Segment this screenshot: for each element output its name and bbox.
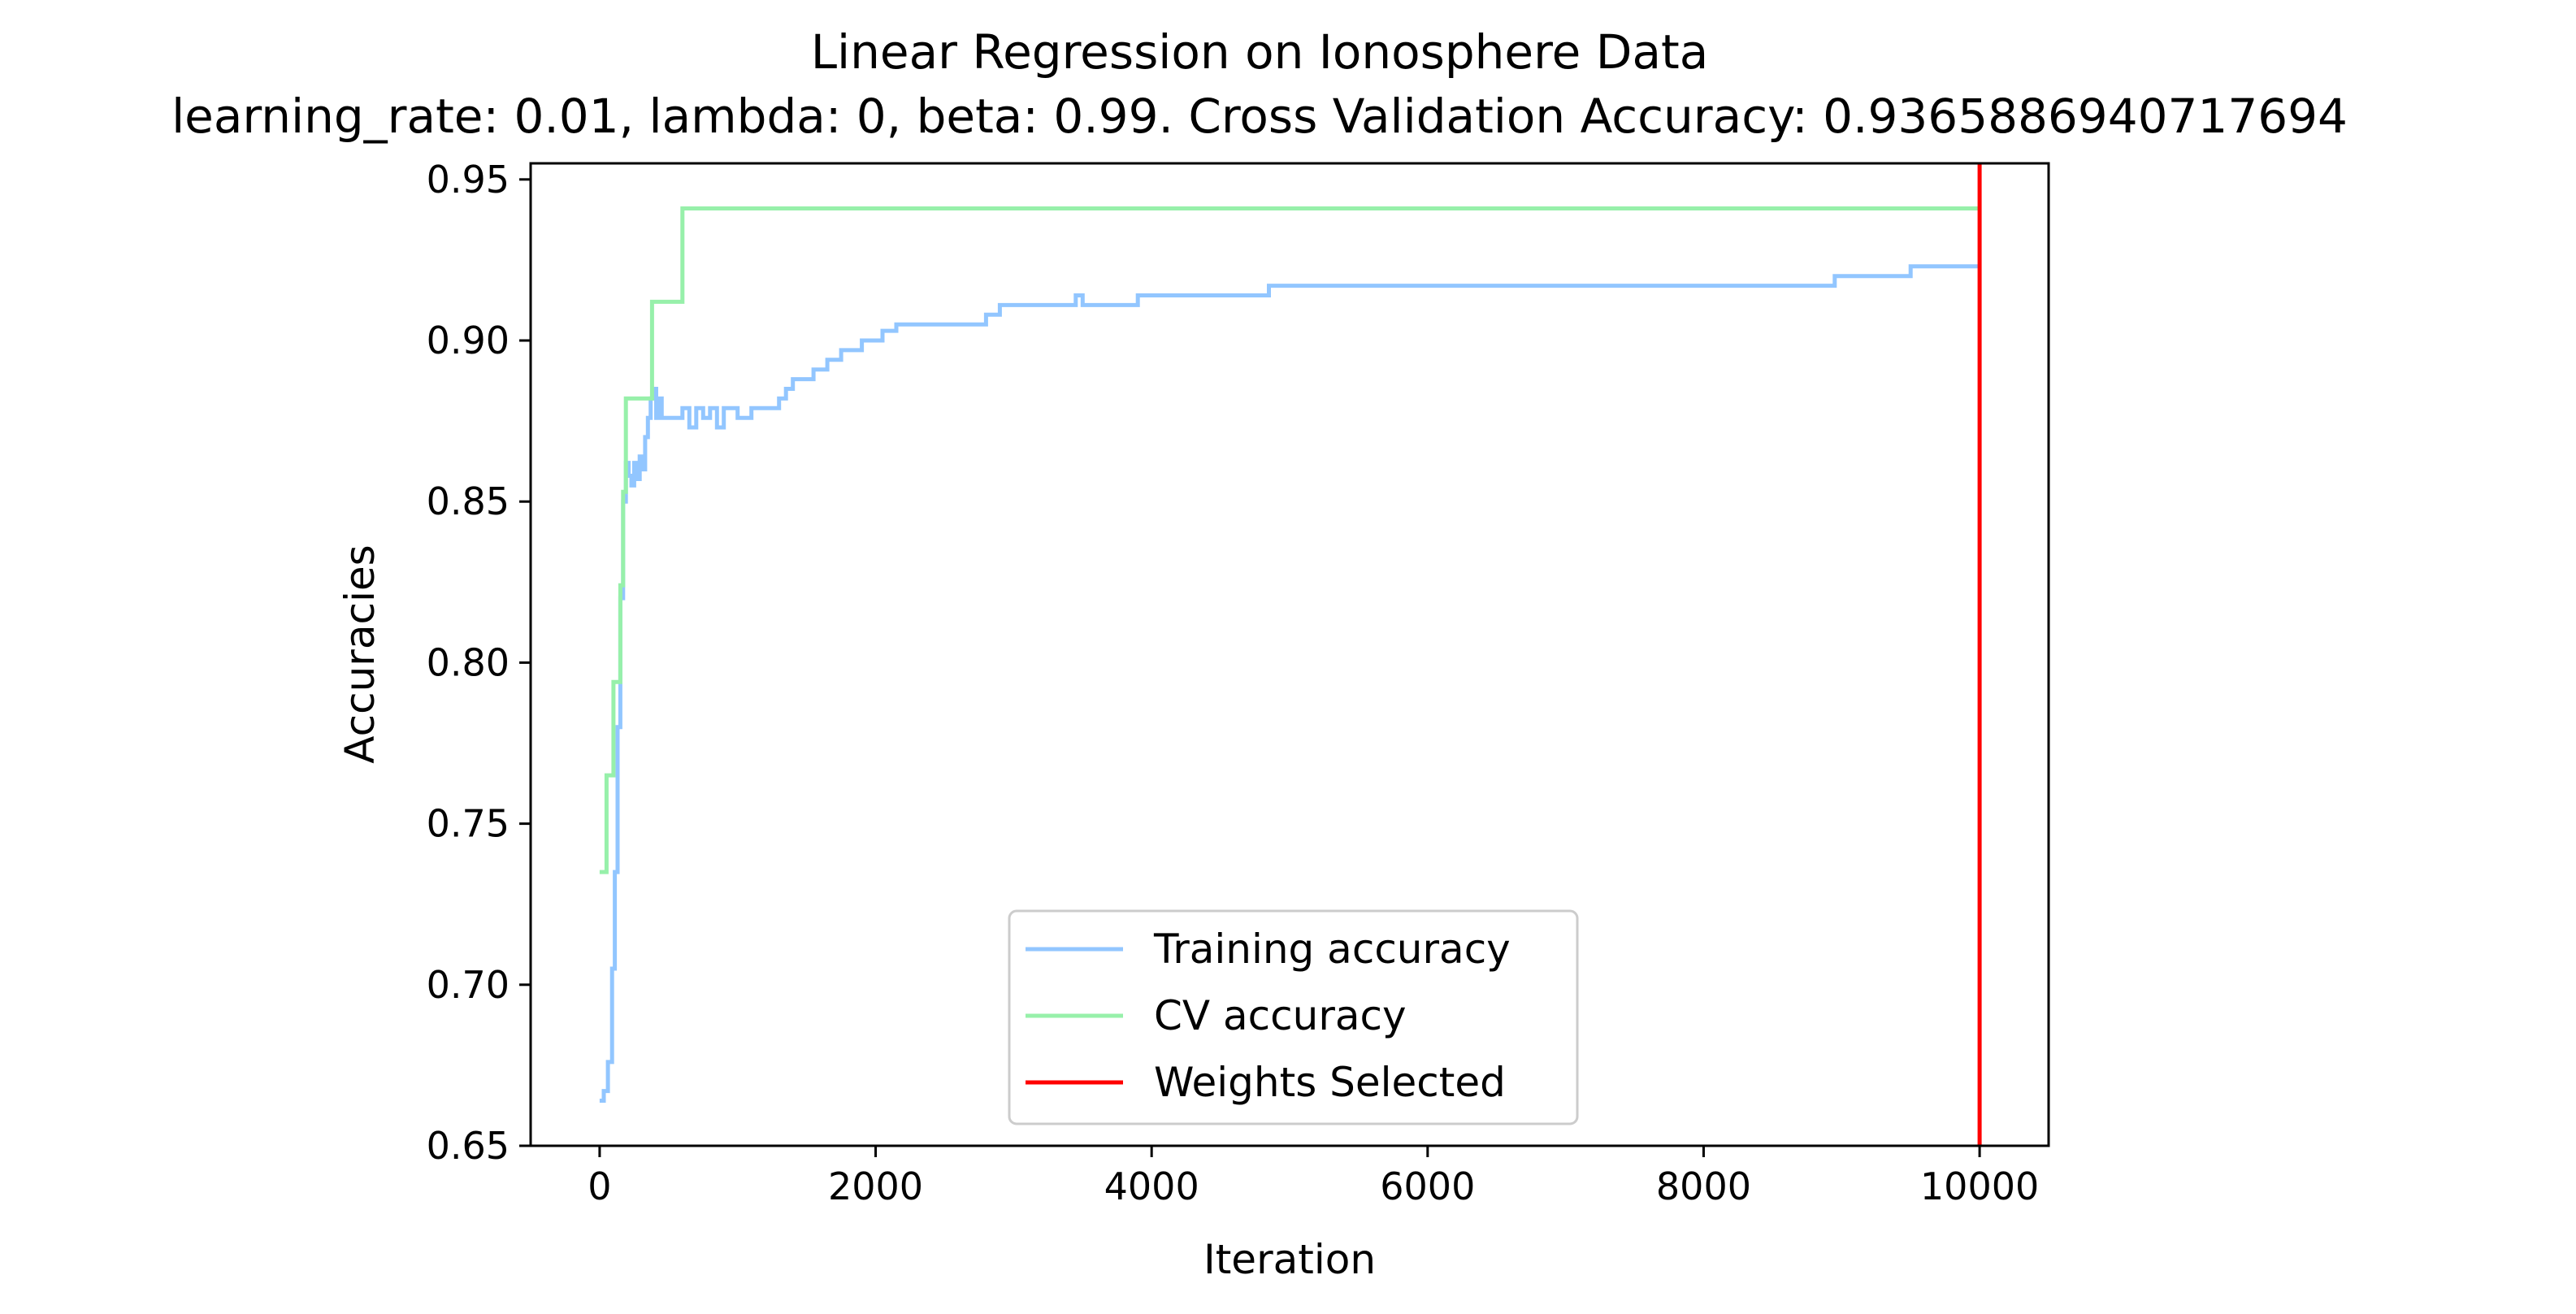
y-axis-ticks: 0.65 0.70 0.75 0.80 0.85 0.90 0.95 [427, 158, 531, 1168]
series-layer [599, 206, 1980, 1103]
series-line-cv-accuracy [599, 206, 1980, 874]
y-tick-label: 0.90 [427, 319, 510, 362]
y-tick-label: 0.75 [427, 802, 510, 846]
legend-label: CV accuracy [1154, 992, 1407, 1039]
x-tick-label: 10000 [1920, 1164, 2039, 1208]
x-tick-label: 6000 [1380, 1164, 1475, 1208]
legend-label: Weights Selected [1154, 1059, 1506, 1106]
series-line-training-accuracy [599, 264, 1980, 1103]
chart-subtitle: learning_rate: 0.01, lambda: 0, beta: 0.… [171, 89, 2348, 144]
x-tick-label: 2000 [828, 1164, 923, 1208]
plot-area [529, 162, 2050, 1147]
legend-items: Training accuracy CV accuracy Weights Sele… [1026, 926, 1511, 1106]
plot-frame [529, 162, 2050, 1147]
x-tick-label: 0 [588, 1164, 611, 1208]
x-tick-label: 4000 [1104, 1164, 1199, 1208]
x-axis-label: Iteration [1203, 1236, 1376, 1283]
y-tick-label: 0.70 [427, 963, 510, 1007]
y-tick-label: 0.65 [427, 1124, 510, 1168]
y-axis-label: Accuracies [336, 544, 384, 763]
legend: Training accuracy CV accuracy Weights Sele… [1008, 909, 1579, 1125]
legend-box [1008, 909, 1579, 1125]
y-tick-label: 0.85 [427, 479, 510, 523]
legend-label: Training accuracy [1153, 926, 1511, 973]
chart-title: Linear Regression on Ionosphere Data [811, 24, 1709, 80]
y-tick-label: 0.80 [427, 640, 510, 684]
x-tick-label: 8000 [1656, 1164, 1751, 1208]
x-axis-ticks: 0 2000 4000 6000 8000 10000 [588, 1146, 2039, 1208]
y-tick-label: 0.95 [427, 158, 510, 202]
